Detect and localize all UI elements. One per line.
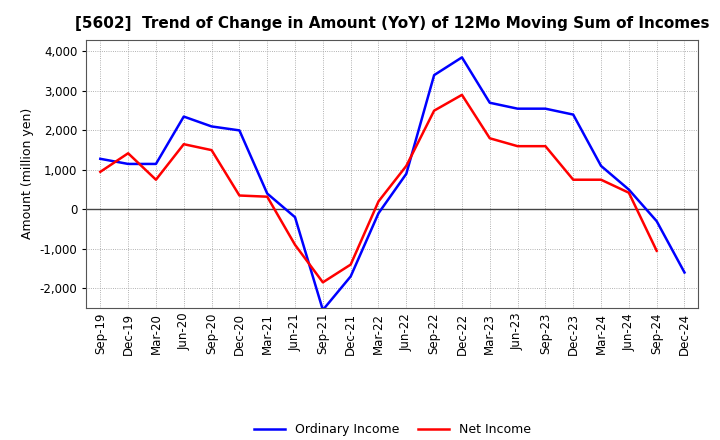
- Net Income: [402, 163, 410, 169]
- Ordinary Income: [207, 124, 216, 129]
- Ordinary Income: [569, 112, 577, 117]
- Ordinary Income: [485, 100, 494, 106]
- Ordinary Income: [152, 161, 161, 167]
- Ordinary Income: [458, 55, 467, 60]
- Ordinary Income: [124, 161, 132, 167]
- Net Income: [291, 242, 300, 247]
- Ordinary Income: [624, 187, 633, 192]
- Net Income: [541, 143, 550, 149]
- Net Income: [207, 147, 216, 153]
- Net Income: [152, 177, 161, 182]
- Net Income: [597, 177, 606, 182]
- Net Income: [346, 262, 355, 267]
- Net Income: [124, 150, 132, 156]
- Net Income: [96, 169, 104, 175]
- Net Income: [458, 92, 467, 98]
- Ordinary Income: [402, 171, 410, 176]
- Net Income: [374, 199, 383, 204]
- Ordinary Income: [513, 106, 522, 111]
- Ordinary Income: [291, 215, 300, 220]
- Legend: Ordinary Income, Net Income: Ordinary Income, Net Income: [248, 418, 536, 440]
- Net Income: [624, 190, 633, 195]
- Ordinary Income: [235, 128, 243, 133]
- Ordinary Income: [179, 114, 188, 119]
- Y-axis label: Amount (million yen): Amount (million yen): [21, 108, 34, 239]
- Net Income: [235, 193, 243, 198]
- Ordinary Income: [374, 211, 383, 216]
- Net Income: [569, 177, 577, 182]
- Ordinary Income: [96, 156, 104, 161]
- Ordinary Income: [680, 270, 689, 275]
- Ordinary Income: [652, 219, 661, 224]
- Net Income: [318, 280, 327, 285]
- Ordinary Income: [430, 73, 438, 78]
- Line: Net Income: Net Income: [100, 95, 657, 282]
- Ordinary Income: [597, 163, 606, 169]
- Net Income: [179, 142, 188, 147]
- Net Income: [652, 248, 661, 253]
- Ordinary Income: [346, 274, 355, 279]
- Ordinary Income: [263, 191, 271, 196]
- Ordinary Income: [541, 106, 550, 111]
- Ordinary Income: [318, 307, 327, 312]
- Line: Ordinary Income: Ordinary Income: [100, 57, 685, 310]
- Net Income: [430, 108, 438, 113]
- Net Income: [485, 136, 494, 141]
- Net Income: [513, 143, 522, 149]
- Net Income: [263, 194, 271, 199]
- Title: [5602]  Trend of Change in Amount (YoY) of 12Mo Moving Sum of Incomes: [5602] Trend of Change in Amount (YoY) o…: [75, 16, 710, 32]
